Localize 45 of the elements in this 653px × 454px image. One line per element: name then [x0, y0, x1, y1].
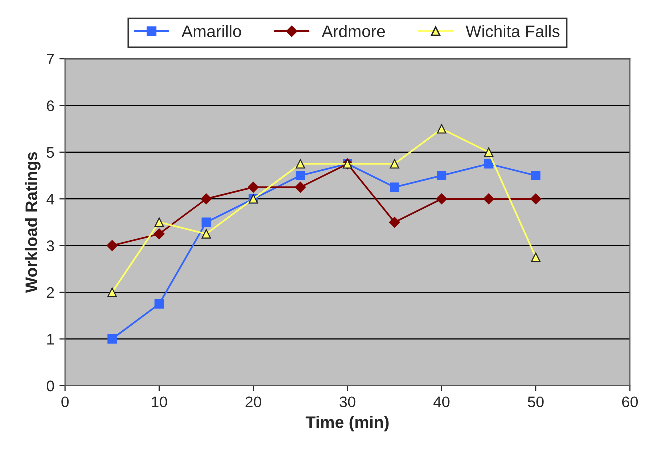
point — [248, 182, 260, 193]
point — [108, 288, 118, 298]
y-tick-label: 3 — [46, 240, 54, 252]
point — [154, 228, 165, 240]
legend-label: Ardmore — [322, 25, 386, 38]
x-tick-label: 20 — [246, 396, 262, 408]
y-tick-label: 5 — [47, 147, 54, 158]
legend-label: Wichita Falls — [466, 25, 560, 38]
x-tick-label: 0 — [62, 396, 69, 408]
point — [202, 229, 212, 239]
point — [437, 171, 447, 180]
point — [296, 159, 306, 169]
point — [484, 159, 494, 169]
point — [106, 240, 118, 252]
y-tick-label: 2 — [47, 287, 54, 298]
y-tick-label: 0 — [46, 380, 54, 392]
x-axis-title: Time (min) — [306, 416, 389, 432]
point — [390, 182, 400, 192]
point — [296, 171, 306, 180]
point — [201, 194, 212, 205]
y-tick-label: 4 — [46, 194, 54, 205]
point — [531, 252, 541, 262]
point — [530, 194, 542, 205]
y-tick-label: 6 — [47, 100, 54, 112]
point — [108, 334, 118, 344]
point — [484, 194, 494, 205]
point — [436, 194, 448, 205]
x-tick-label: 10 — [152, 396, 168, 408]
y-tick-label: 7 — [47, 54, 54, 65]
point — [484, 148, 494, 158]
x-tick-label: 40 — [434, 396, 450, 408]
point — [202, 218, 212, 228]
point — [390, 159, 400, 169]
y-tick-label: 1 — [48, 334, 54, 345]
x-tick-label: 50 — [528, 396, 544, 408]
point — [389, 217, 400, 228]
y-axis-title: Workload Ratings — [25, 152, 41, 294]
point — [295, 182, 306, 193]
x-tick-label: 30 — [340, 396, 356, 408]
point — [437, 124, 447, 134]
point — [154, 218, 164, 228]
point — [531, 171, 541, 180]
legend-label: Amarillo — [182, 25, 242, 38]
x-tick-label: 60 — [622, 396, 638, 408]
point — [154, 299, 164, 309]
